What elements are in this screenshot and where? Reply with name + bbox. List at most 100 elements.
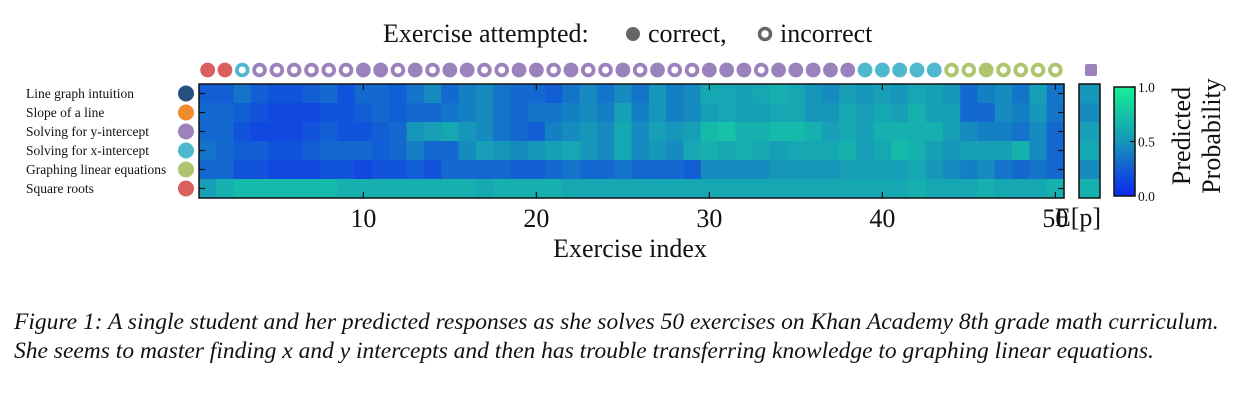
heatmap-cell: [510, 84, 529, 104]
heatmap-cell: [960, 141, 979, 161]
heatmap-cell: [320, 103, 338, 123]
heatmap-cell: [666, 160, 684, 180]
heatmap-cell: [493, 179, 511, 199]
heatmap-cell: [199, 122, 217, 142]
heatmap-cell: [769, 103, 788, 123]
heatmap-axes: 10 20 30 40 50: [198, 83, 1068, 233]
heatmap-cell: [441, 122, 460, 142]
heatmap-cell: [233, 103, 252, 123]
x-tick-label: 20: [523, 204, 549, 233]
heatmap-cell: [493, 160, 511, 180]
attempt-marker-incorrect: [632, 62, 648, 78]
heatmap-cell: [925, 84, 944, 104]
heatmap-cell: [268, 103, 287, 123]
heatmap-cell: [406, 160, 425, 180]
heatmap-cell: [994, 84, 1013, 104]
heatmap-cell: [302, 103, 321, 123]
x-tick-label: 30: [696, 204, 722, 233]
heatmap-cell: [804, 122, 823, 142]
attempt-marker-incorrect: [425, 62, 440, 78]
heatmap-cell: [856, 160, 875, 180]
heatmap-cell: [769, 160, 788, 180]
heatmap-cell: [268, 122, 287, 142]
legend-correct-marker: [626, 27, 640, 41]
attempt-marker-incorrect: [1048, 62, 1063, 78]
heatmap-cell: [614, 141, 633, 161]
heatmap-cell: [891, 84, 909, 104]
heatmap-cell: [527, 160, 546, 180]
heatmap-cell: [752, 179, 771, 199]
legend-incorrect-marker: [757, 26, 773, 42]
skill-labels: Line graph intuition Slope of a line Solvi…: [26, 85, 194, 197]
heatmap-cell: [839, 141, 857, 161]
attempt-marker-correct: [840, 62, 856, 78]
heatmap-cell: [908, 103, 927, 123]
heatmap-cell: [735, 122, 754, 142]
heatmap-cell: [718, 141, 736, 161]
heatmap-cell: [856, 84, 875, 104]
heatmap-cell: [1029, 122, 1048, 142]
x-tick-label: 40: [869, 204, 895, 233]
heatmap-cell: [804, 103, 823, 123]
attempt-marker-incorrect: [234, 62, 250, 78]
heatmap-cell: [493, 103, 511, 123]
heatmap-cell: [752, 103, 771, 123]
heatmap-cell: [752, 84, 771, 104]
heatmap-cell: [423, 160, 442, 180]
heatmap-cell: [268, 141, 287, 161]
heatmap-cell: [510, 160, 529, 180]
heatmap-cell: [441, 141, 460, 161]
attempt-marker-correct: [650, 62, 665, 78]
heatmap-cell: [614, 160, 633, 180]
expected-frame: [1078, 83, 1101, 199]
attempt-marker-correct: [373, 62, 389, 78]
heatmap-cell: [233, 84, 252, 104]
skill-label: Solving for x-intercept: [26, 143, 149, 158]
heatmap-cell: [942, 179, 961, 199]
colorbar-tick-label: 0.5: [1138, 135, 1155, 150]
heatmap-cell: [354, 160, 373, 180]
heatmap-cell: [596, 141, 615, 161]
heatmap-cell: [596, 103, 615, 123]
heatmap-cell: [631, 122, 650, 142]
heatmap-cell: [337, 122, 356, 142]
heatmap-cell: [475, 84, 494, 104]
attempt-marker-correct: [857, 62, 873, 78]
heatmap-cell: [735, 179, 754, 199]
heatmap-cell: [666, 141, 684, 161]
heatmap-cell: [666, 103, 684, 123]
heatmap-cell: [856, 141, 875, 161]
heatmap-cell: [1046, 84, 1065, 104]
attempt-marker-incorrect: [580, 62, 596, 78]
attempt-marker-incorrect: [286, 62, 302, 78]
expected-cell: [1079, 84, 1100, 104]
heatmap-cell: [700, 103, 719, 123]
heatmap-cell: [250, 84, 269, 104]
heatmap-cell: [579, 103, 598, 123]
expected-column: [1078, 83, 1101, 199]
heatmap-cell: [942, 84, 961, 104]
heatmap-figure: Exercise attempted: correct, incorrect L…: [26, 19, 1226, 263]
heatmap-cell: [302, 84, 321, 104]
expected-cell: [1079, 179, 1100, 199]
attempt-marker-incorrect: [269, 62, 285, 78]
heatmap-cell: [233, 141, 252, 161]
heatmap-cell: [233, 122, 252, 142]
heatmap-cell: [320, 122, 338, 142]
attempt-marker-incorrect: [321, 62, 337, 78]
heatmap-cell: [441, 84, 460, 104]
heatmap-cell: [648, 84, 667, 104]
heatmap-cell: [839, 103, 857, 123]
heatmap-cell: [804, 84, 823, 104]
heatmap-cell: [648, 179, 667, 199]
attempt-marker-incorrect: [338, 62, 354, 78]
heatmap-cell: [942, 122, 961, 142]
heatmap-cell: [1029, 160, 1048, 180]
heatmap-cell: [423, 84, 442, 104]
attempt-marker-correct: [511, 62, 527, 78]
heatmap-cell: [994, 103, 1013, 123]
attempt-marker-incorrect: [961, 62, 977, 78]
figure-caption: Figure 1: A single student and her predi…: [14, 309, 1219, 364]
heatmap-cell: [735, 84, 754, 104]
heatmap-cell: [199, 103, 217, 123]
